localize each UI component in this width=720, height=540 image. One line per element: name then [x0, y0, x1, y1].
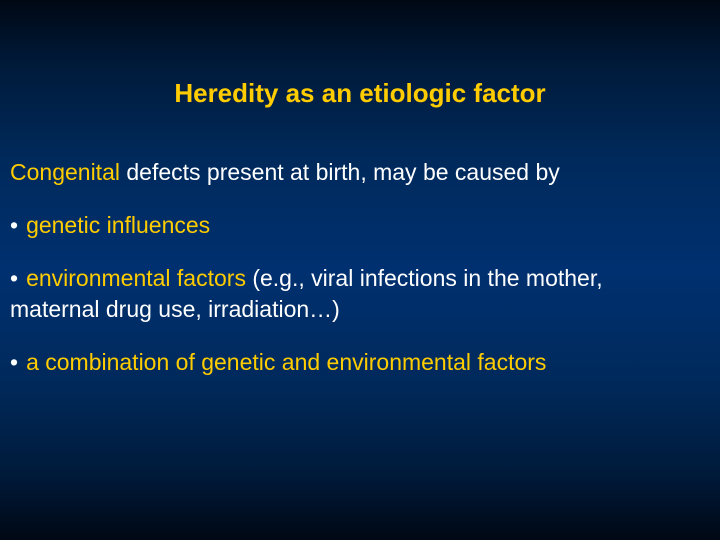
intro-lead: Congenital	[10, 159, 120, 185]
intro-rest: defects present at birth, may be caused …	[120, 159, 560, 185]
bullet-highlight: genetic influences	[26, 212, 210, 238]
bullet-item: • environmental factors (e.g., viral inf…	[10, 263, 710, 325]
bullet-text: a combination of genetic and environment…	[26, 347, 710, 378]
slide-title: Heredity as an etiologic factor	[10, 0, 710, 109]
bullet-item: • genetic influences	[10, 210, 710, 241]
intro-paragraph: Congenital defects present at birth, may…	[10, 157, 710, 188]
bullet-continuation: maternal drug use, irradiation…)	[10, 294, 710, 325]
bullet-highlight: a combination of genetic and environment…	[26, 349, 546, 375]
bullet-text: environmental factors (e.g., viral infec…	[26, 263, 710, 294]
bullet-text: genetic influences	[26, 210, 710, 241]
bullet-dot-icon: •	[10, 263, 26, 294]
bullet-rest: (e.g., viral infections in the mother,	[246, 265, 603, 291]
slide-body: Congenital defects present at birth, may…	[10, 109, 710, 378]
bullet-highlight: environmental factors	[26, 265, 246, 291]
bullet-dot-icon: •	[10, 210, 26, 241]
bullet-dot-icon: •	[10, 347, 26, 378]
slide: Heredity as an etiologic factor Congenit…	[0, 0, 720, 540]
bullet-item: • a combination of genetic and environme…	[10, 347, 710, 378]
